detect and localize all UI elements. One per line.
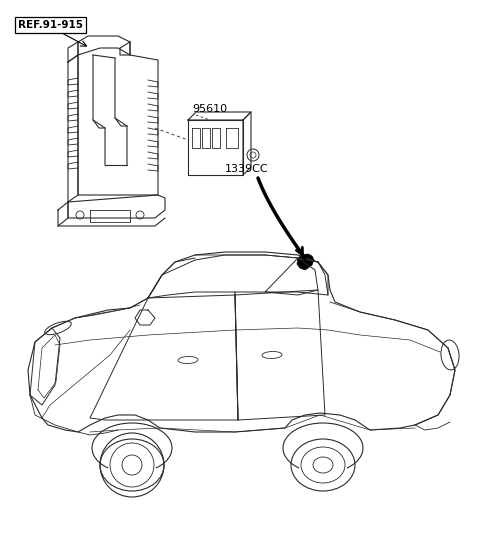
Text: 1339CC: 1339CC	[225, 164, 269, 174]
Polygon shape	[297, 254, 314, 270]
Text: 95610: 95610	[192, 104, 227, 114]
Text: REF.91-915: REF.91-915	[18, 20, 83, 30]
